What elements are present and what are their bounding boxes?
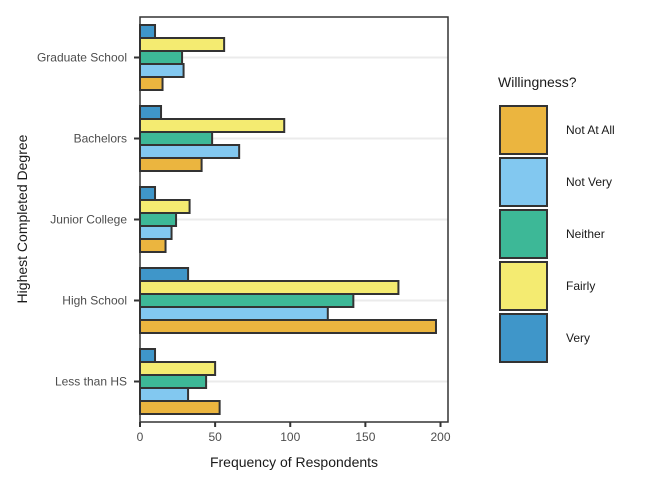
bar	[139, 361, 217, 376]
bar	[139, 319, 437, 334]
bar	[139, 186, 157, 201]
y-tick-label: Graduate School	[37, 51, 127, 65]
bar	[139, 293, 355, 308]
bar	[139, 306, 329, 321]
bar	[139, 50, 184, 65]
bar	[139, 63, 185, 78]
bar	[139, 76, 164, 91]
y-tick-label: Junior College	[50, 213, 127, 227]
bar	[139, 131, 214, 146]
legend-label: Fairly	[566, 279, 595, 293]
bar	[139, 105, 163, 120]
y-tick-label: Bachelors	[74, 132, 127, 146]
y-axis-title: Highest Completed Degree	[14, 134, 30, 303]
y-axis: Less than HS High School Junior College Bac…	[37, 51, 140, 389]
bar	[139, 225, 173, 240]
y-tick-label: High School	[62, 294, 127, 308]
bar	[139, 238, 167, 253]
bar	[139, 374, 208, 389]
legend-key	[499, 313, 548, 363]
legend-label: Neither	[566, 227, 605, 241]
legend: Willingness? Not At All Not Very Neither Fa…	[498, 74, 615, 363]
x-tick-label: 0	[137, 430, 144, 444]
bar	[139, 267, 190, 282]
legend-key	[499, 261, 548, 311]
bar	[139, 118, 286, 133]
bar	[139, 37, 226, 52]
x-tick-label: 100	[280, 430, 300, 444]
bar	[139, 157, 203, 172]
legend-key	[499, 209, 548, 259]
x-tick-label: 200	[430, 430, 450, 444]
bar	[139, 348, 157, 363]
bar	[139, 387, 190, 402]
y-tick-label: Less than HS	[55, 375, 127, 389]
bar	[139, 199, 191, 214]
bar	[139, 144, 241, 159]
x-axis: 0 50 100 150 200	[137, 422, 451, 444]
bar	[139, 400, 221, 415]
legend-title: Willingness?	[498, 74, 577, 90]
legend-key	[499, 105, 548, 155]
legend-label: Not At All	[566, 123, 615, 137]
bars	[139, 24, 437, 415]
x-tick-label: 150	[355, 430, 375, 444]
x-tick-label: 50	[208, 430, 222, 444]
bar	[139, 24, 157, 39]
legend-key	[499, 157, 548, 207]
legend-label: Very	[566, 331, 590, 345]
bar	[139, 212, 178, 227]
bar	[139, 280, 400, 295]
x-axis-title: Frequency of Respondents	[210, 454, 378, 470]
legend-label: Not Very	[566, 175, 612, 189]
